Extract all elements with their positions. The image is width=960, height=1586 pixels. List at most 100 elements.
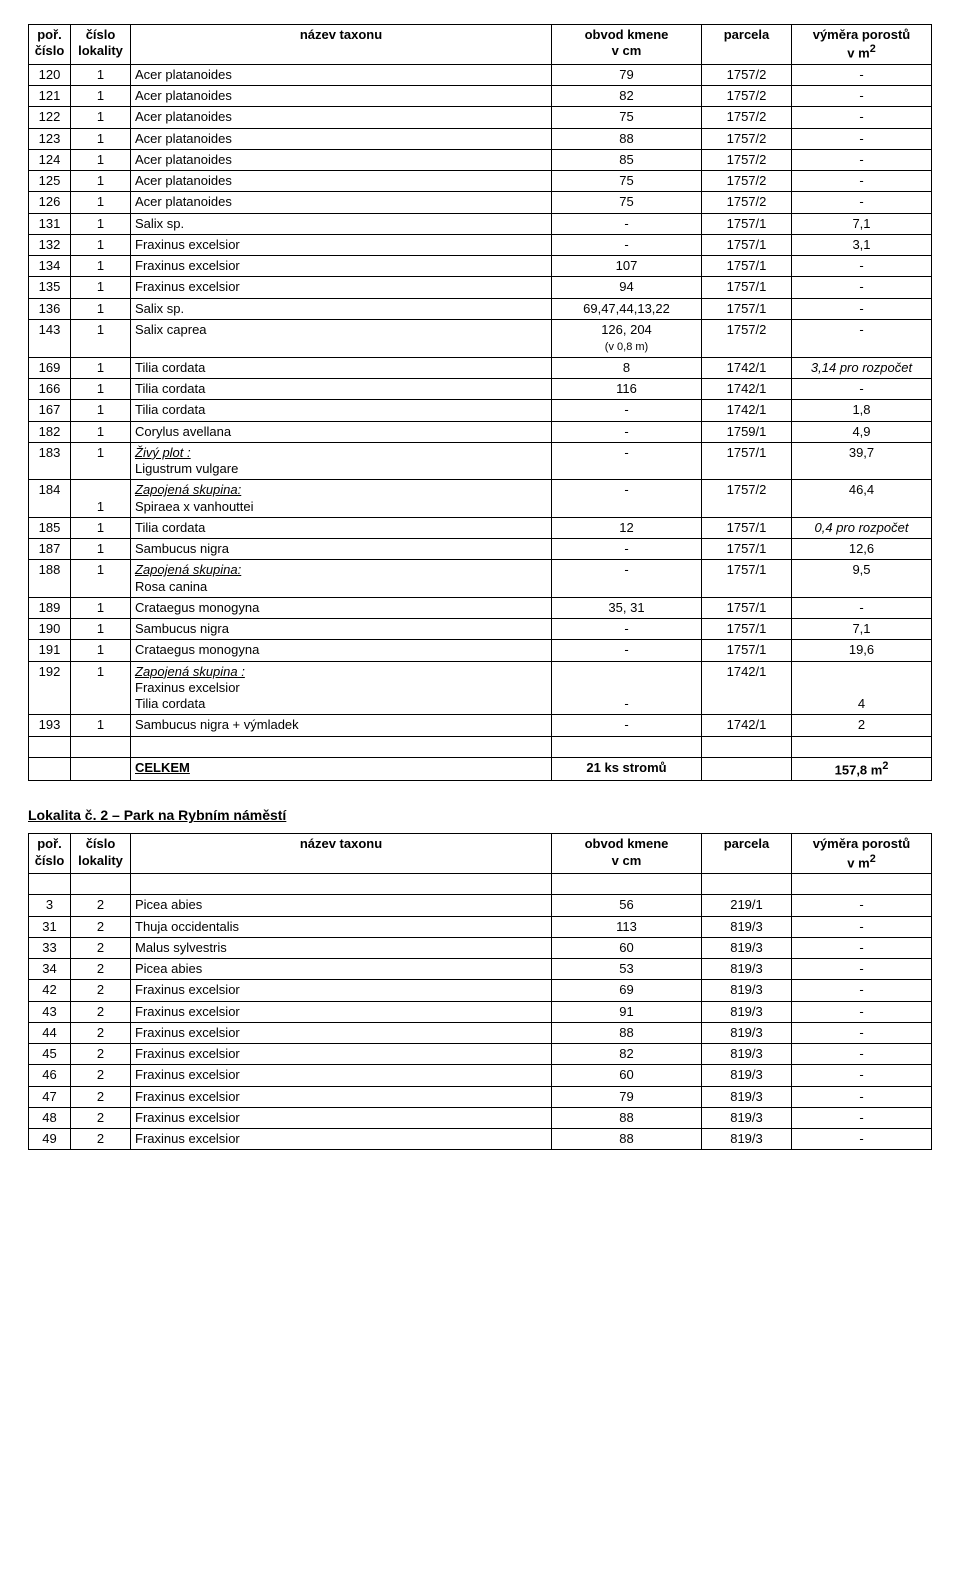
- cell-obvod: 75: [552, 192, 702, 213]
- table2-header: poř.číslo číslolokality název taxonu obv…: [29, 834, 932, 874]
- cell-por: 143: [29, 319, 71, 357]
- cell-por: 192: [29, 661, 71, 715]
- cell-obvod: -: [552, 715, 702, 736]
- th-obvod: obvod kmenev cm: [552, 834, 702, 874]
- cell-parcela: 1757/2: [702, 86, 792, 107]
- cell-obvod: -: [552, 400, 702, 421]
- cell-name: Acer platanoides: [131, 171, 552, 192]
- th-lok: číslolokality: [71, 834, 131, 874]
- table-row: 1361Salix sp.69,47,44,13,221757/1-: [29, 298, 932, 319]
- table-row: 1661Tilia cordata1161742/1-: [29, 379, 932, 400]
- cell-obvod: -: [552, 480, 702, 518]
- cell-por: 167: [29, 400, 71, 421]
- cell-parcela: 1757/2: [702, 128, 792, 149]
- cell-obvod: 8: [552, 357, 702, 378]
- cell-vymera: -: [792, 64, 932, 85]
- th-parcela: parcela: [702, 25, 792, 65]
- cell-obvod: 79: [552, 1086, 702, 1107]
- cell-lok: 1: [71, 107, 131, 128]
- cell-por: 134: [29, 256, 71, 277]
- cell-por: 188: [29, 560, 71, 598]
- cell-vymera: 4: [792, 661, 932, 715]
- total-label: CELKEM: [131, 757, 552, 781]
- cell-name: Crataegus monogyna: [131, 597, 552, 618]
- cell-parcela: 1757/1: [702, 256, 792, 277]
- cell-por: 131: [29, 213, 71, 234]
- table-row: 432Fraxinus excelsior91819/3-: [29, 1001, 932, 1022]
- table-row: 1671Tilia cordata-1742/11,8: [29, 400, 932, 421]
- table-row: 1311Salix sp.-1757/17,1: [29, 213, 932, 234]
- cell-name: Acer platanoides: [131, 86, 552, 107]
- cell-name: Zapojená skupina:Rosa canina: [131, 560, 552, 598]
- cell-obvod: 88: [552, 1107, 702, 1128]
- cell-name: Fraxinus excelsior: [131, 1086, 552, 1107]
- cell-lok: 2: [71, 1001, 131, 1022]
- cell-por: 44: [29, 1022, 71, 1043]
- cell-por: 120: [29, 64, 71, 85]
- cell-parcela: 819/3: [702, 980, 792, 1001]
- cell-obvod: 60: [552, 1065, 702, 1086]
- cell-name: Fraxinus excelsior: [131, 256, 552, 277]
- cell-parcela: 819/3: [702, 1065, 792, 1086]
- cell-lok: 2: [71, 937, 131, 958]
- table-row: 1881Zapojená skupina:Rosa canina-1757/19…: [29, 560, 932, 598]
- cell-name: Acer platanoides: [131, 149, 552, 170]
- cell-name: Corylus avellana: [131, 421, 552, 442]
- cell-lok: 1: [71, 400, 131, 421]
- cell-lok: 2: [71, 1129, 131, 1150]
- cell-obvod: 91: [552, 1001, 702, 1022]
- cell-por: 126: [29, 192, 71, 213]
- cell-por: 3: [29, 895, 71, 916]
- cell-name: Salix sp.: [131, 298, 552, 319]
- cell-vymera: -: [792, 171, 932, 192]
- cell-parcela: 1757/1: [702, 539, 792, 560]
- cell-obvod: 75: [552, 171, 702, 192]
- cell-name: Fraxinus excelsior: [131, 1022, 552, 1043]
- cell-obvod: -: [552, 442, 702, 480]
- table-row: 1241Acer platanoides851757/2-: [29, 149, 932, 170]
- table-row: 482Fraxinus excelsior88819/3-: [29, 1107, 932, 1128]
- cell-lok: 2: [71, 980, 131, 1001]
- cell-lok: 2: [71, 959, 131, 980]
- cell-lok: 1: [71, 149, 131, 170]
- cell-vymera: 7,1: [792, 619, 932, 640]
- cell-name: Tilia cordata: [131, 379, 552, 400]
- cell-vymera: -: [792, 128, 932, 149]
- th-obvod: obvod kmenev cm: [552, 25, 702, 65]
- cell-obvod: 82: [552, 86, 702, 107]
- cell-name: Zapojená skupina :Fraxinus excelsiorTili…: [131, 661, 552, 715]
- cell-obvod: -: [552, 661, 702, 715]
- cell-parcela: 819/3: [702, 937, 792, 958]
- cell-por: 48: [29, 1107, 71, 1128]
- cell-lok: 2: [71, 1065, 131, 1086]
- table-row: 422Fraxinus excelsior69819/3-: [29, 980, 932, 1001]
- cell-parcela: 1757/1: [702, 234, 792, 255]
- cell-lok: 1: [71, 715, 131, 736]
- th-name: název taxonu: [131, 25, 552, 65]
- cell-name: Salix caprea: [131, 319, 552, 357]
- cell-parcela: 819/3: [702, 1044, 792, 1065]
- total-vymera: 157,8 m2: [792, 757, 932, 781]
- cell-vymera: 12,6: [792, 539, 932, 560]
- cell-parcela: 1757/1: [702, 560, 792, 598]
- cell-lok: 2: [71, 916, 131, 937]
- cell-por: 169: [29, 357, 71, 378]
- cell-obvod: 12: [552, 517, 702, 538]
- cell-name: Sambucus nigra + výmladek: [131, 715, 552, 736]
- cell-por: 189: [29, 597, 71, 618]
- cell-por: 121: [29, 86, 71, 107]
- cell-name: Fraxinus excelsior: [131, 1129, 552, 1150]
- cell-name: Acer platanoides: [131, 64, 552, 85]
- cell-obvod: 113: [552, 916, 702, 937]
- cell-por: 46: [29, 1065, 71, 1086]
- cell-vymera: -: [792, 192, 932, 213]
- cell-obvod: -: [552, 539, 702, 560]
- cell-obvod: 69: [552, 980, 702, 1001]
- cell-vymera: -: [792, 319, 932, 357]
- total-obvod: 21 ks stromů: [552, 757, 702, 781]
- cell-parcela: 819/3: [702, 1022, 792, 1043]
- cell-lok: 1: [71, 298, 131, 319]
- table-row: 1341Fraxinus excelsior1071757/1-: [29, 256, 932, 277]
- cell-name: Picea abies: [131, 959, 552, 980]
- cell-vymera: -: [792, 1065, 932, 1086]
